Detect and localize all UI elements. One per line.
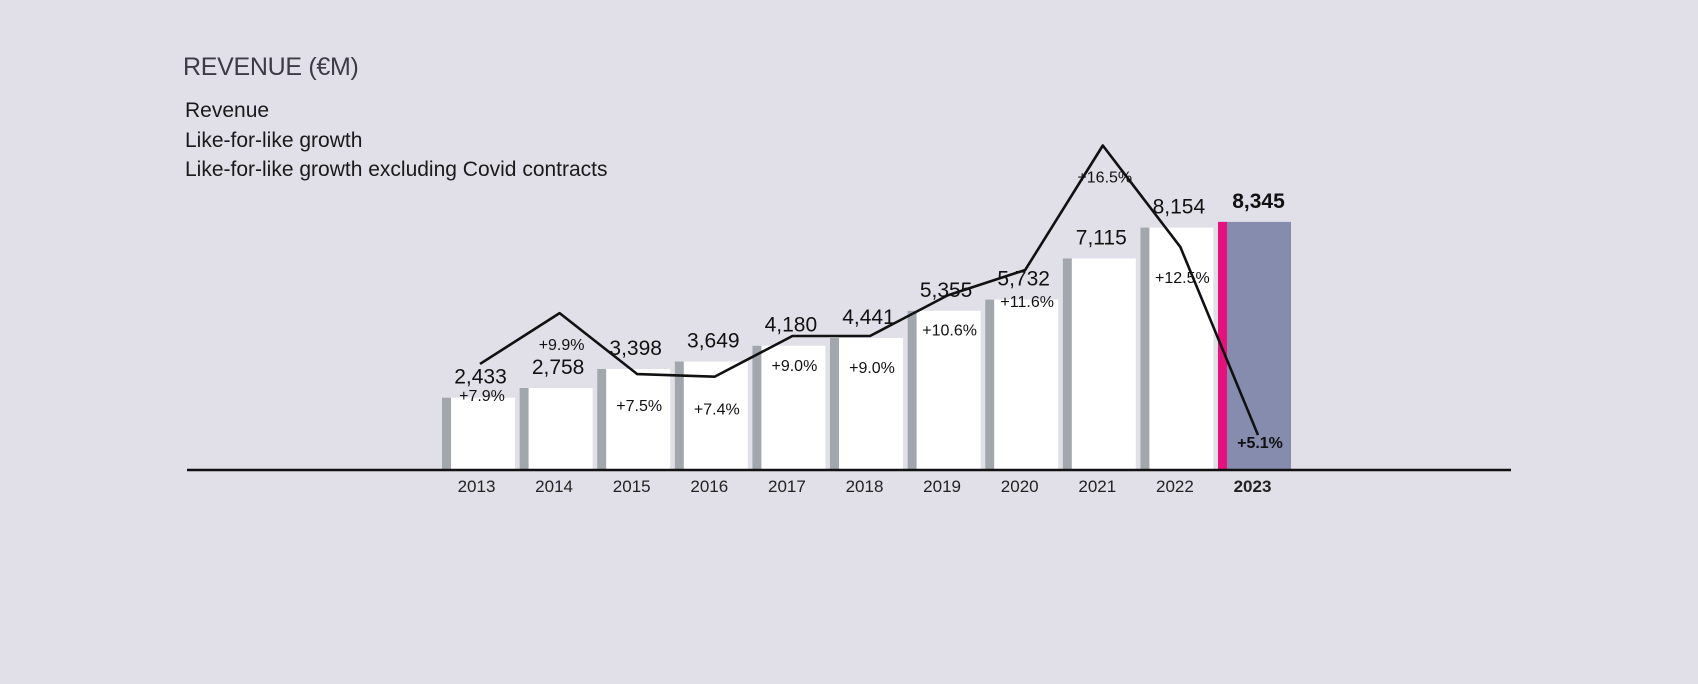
bar-2014 bbox=[519, 388, 593, 470]
growth-label-2023: +5.1% bbox=[1237, 435, 1283, 452]
bar-accent-2014 bbox=[519, 388, 529, 470]
bar-2015 bbox=[597, 368, 671, 470]
bar-accent-2018 bbox=[830, 337, 839, 470]
x-tick-label-2014: 2014 bbox=[535, 477, 573, 496]
value-label-2019: 5,355 bbox=[920, 279, 973, 302]
growth-label-2022: +12.5% bbox=[1155, 270, 1210, 287]
bar-2021 bbox=[1062, 258, 1136, 470]
bar-2023 bbox=[1218, 221, 1291, 470]
value-label-2022: 8,154 bbox=[1153, 196, 1206, 219]
bar-2019 bbox=[907, 310, 981, 470]
x-tick-label-2022: 2022 bbox=[1156, 477, 1194, 496]
legend-item-lfl-growth: Like-for-like growth bbox=[185, 128, 363, 152]
bar-2016 bbox=[674, 361, 748, 470]
growth-label-2020: +11.6% bbox=[1000, 294, 1054, 311]
growth-line bbox=[479, 144, 1260, 436]
value-label-2017: 4,180 bbox=[765, 314, 818, 337]
value-label-2016: 3,649 bbox=[687, 330, 740, 353]
x-tick-label-2015: 2015 bbox=[613, 477, 651, 496]
bar-accent-2017 bbox=[752, 345, 762, 470]
bar-2022 bbox=[1140, 227, 1214, 470]
growth-label-2017: +9.0% bbox=[771, 358, 817, 375]
bar-2013 bbox=[442, 397, 515, 470]
x-tick-label-2023: 2023 bbox=[1234, 477, 1272, 496]
x-tick-label-2020: 2020 bbox=[1001, 477, 1039, 496]
bar-accent-2019 bbox=[907, 310, 917, 470]
bar-accent-2021 bbox=[1062, 258, 1072, 470]
bar-accent-2013 bbox=[442, 397, 451, 470]
value-label-2013: 2,433 bbox=[454, 366, 507, 389]
x-tick-label-2013: 2013 bbox=[458, 477, 496, 496]
x-tick-label-2017: 2017 bbox=[768, 477, 806, 496]
growth-label-2019: +10.6% bbox=[922, 322, 977, 339]
x-tick-label-2019: 2019 bbox=[923, 477, 961, 496]
bar-2017 bbox=[752, 345, 826, 470]
x-tick-label-2016: 2016 bbox=[690, 477, 728, 496]
growth-label-2014: +9.9% bbox=[539, 337, 585, 354]
growth-label-2015: +7.5% bbox=[616, 398, 662, 415]
bar-accent-2016 bbox=[674, 361, 684, 470]
value-label-2023: 8,345 bbox=[1232, 190, 1285, 213]
x-tick-label-2021: 2021 bbox=[1078, 477, 1116, 496]
bar-2018 bbox=[830, 337, 903, 470]
value-label-2014: 2,758 bbox=[532, 356, 585, 379]
growth-label-2018: +9.0% bbox=[849, 360, 895, 377]
value-label-2015: 3,398 bbox=[609, 337, 662, 360]
bar-2020 bbox=[985, 299, 1059, 470]
value-label-2018: 4,441 bbox=[842, 306, 895, 329]
legend-item-revenue: Revenue bbox=[185, 99, 270, 122]
growth-label-2016: +7.4% bbox=[694, 402, 740, 419]
growth-label-2013: +7.9% bbox=[459, 388, 505, 405]
legend-item-lfl-growth-ex-covid: Like-for-like growth excluding Covid con… bbox=[185, 158, 608, 181]
x-tick-label-2018: 2018 bbox=[846, 477, 884, 496]
growth-label-2021: +16.5% bbox=[1077, 170, 1132, 187]
bar-accent-2022 bbox=[1140, 227, 1150, 470]
chart-title: REVENUE (€M) bbox=[183, 53, 359, 81]
bar-accent-2020 bbox=[985, 299, 995, 470]
value-label-2021: 7,115 bbox=[1076, 226, 1127, 249]
bar-accent-2015 bbox=[597, 368, 607, 470]
value-label-2020: 5,732 bbox=[997, 268, 1050, 291]
legend: Revenue Like-for-like growth Like-for-li… bbox=[185, 96, 608, 185]
